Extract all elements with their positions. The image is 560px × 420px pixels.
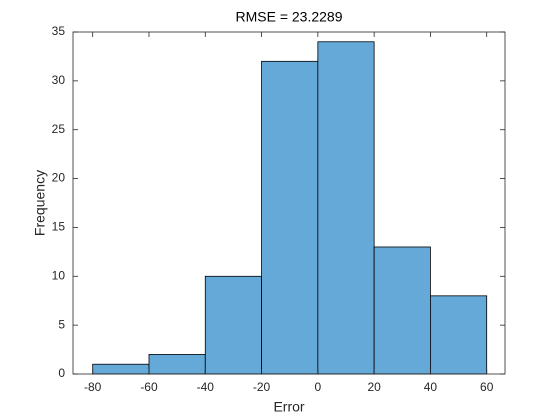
plot-frame bbox=[72, 31, 506, 375]
bar bbox=[261, 60, 319, 375]
x-tick-label: -80 bbox=[84, 380, 102, 394]
bar bbox=[204, 275, 262, 375]
bar bbox=[317, 41, 375, 375]
x-tick-label: -60 bbox=[140, 380, 158, 394]
x-tick-label: 20 bbox=[367, 380, 381, 394]
y-tick-label: 35 bbox=[52, 24, 66, 38]
y-tick-label: 10 bbox=[52, 268, 66, 282]
y-tick-label: 20 bbox=[52, 171, 66, 185]
bar bbox=[92, 363, 150, 375]
y-tick-label: 15 bbox=[52, 220, 66, 234]
bar bbox=[148, 354, 206, 375]
y-tick-label: 25 bbox=[52, 122, 66, 136]
bar bbox=[373, 246, 431, 375]
y-tick-label: 0 bbox=[58, 366, 65, 380]
x-tick-label: 40 bbox=[424, 380, 438, 394]
x-tick-label: 60 bbox=[480, 380, 494, 394]
bar bbox=[430, 295, 488, 375]
x-tick-label: 0 bbox=[315, 380, 322, 394]
chart-title: RMSE = 23.2289 bbox=[235, 9, 342, 25]
x-tick-label: -40 bbox=[197, 380, 215, 394]
x-tick-label: -20 bbox=[253, 380, 271, 394]
y-axis-label: Frequency bbox=[32, 170, 48, 236]
x-axis-label: Error bbox=[273, 399, 304, 415]
y-tick-label: 30 bbox=[52, 73, 66, 87]
y-tick-label: 5 bbox=[58, 317, 65, 331]
